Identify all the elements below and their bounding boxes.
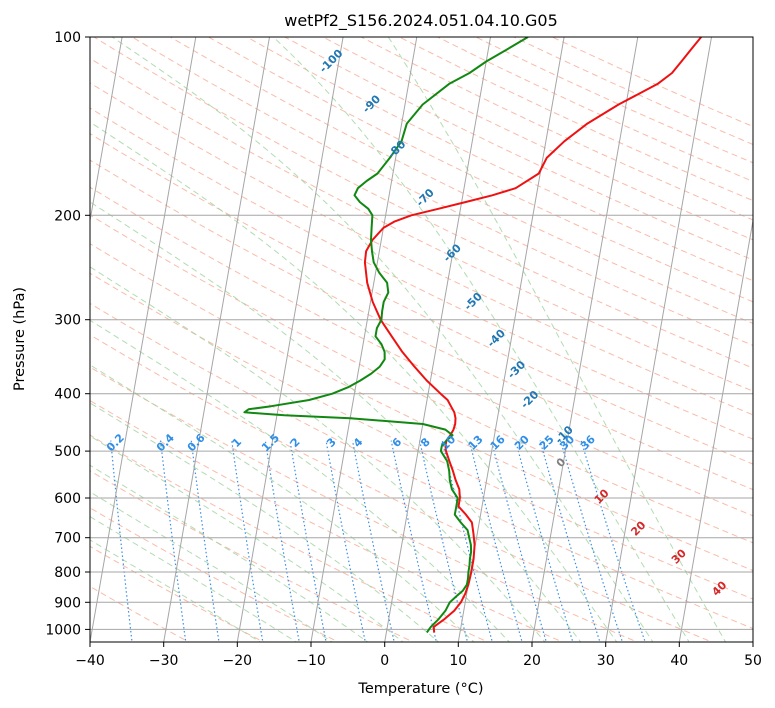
mixing-ratio-line <box>419 440 469 642</box>
mixing-ratio-line <box>264 440 300 642</box>
isotherm-line <box>752 639 753 642</box>
y-tick-label: 200 <box>54 208 81 224</box>
profile-lines <box>243 37 702 634</box>
x-tick-label: −40 <box>75 653 105 669</box>
mixing-ratio-line <box>539 440 601 642</box>
mixing-ratio-line <box>351 440 395 642</box>
temperature-profile-line <box>363 37 702 633</box>
mixing-ratio-lines <box>110 440 646 642</box>
isotherm-line <box>90 37 197 642</box>
dry-adiabat-line <box>399 37 753 202</box>
y-tick-label: 300 <box>54 313 81 329</box>
y-tick-label: 800 <box>54 565 81 581</box>
x-tick-label: 0 <box>380 653 389 669</box>
dry-adiabat-line <box>246 37 753 282</box>
dry-adiabat-line <box>437 37 753 183</box>
x-axis-label: Temperature (°C) <box>357 681 483 697</box>
dry-adiabat-line <box>208 37 753 303</box>
dewpoint-profile-line <box>243 37 529 634</box>
dry-adiabat-line <box>93 37 753 369</box>
isotherm-line <box>605 37 712 642</box>
dry-adiabat-line <box>90 133 753 465</box>
isotherm-line <box>384 37 491 642</box>
y-axis: 100 200 300 400 500 600 700 800 900 1000 <box>45 30 90 638</box>
y-tick-label: 400 <box>54 387 81 403</box>
y-axis-label: Pressure (hPa) <box>12 287 28 391</box>
isotherm-line <box>531 37 639 642</box>
dry-adiabat-line <box>90 107 753 440</box>
mixing-ratio-line <box>325 440 366 642</box>
isotherms <box>90 37 753 642</box>
dry-adiabat-line <box>90 366 639 642</box>
dry-adiabat-line <box>90 434 489 642</box>
y-tick-label: 100 <box>54 30 81 46</box>
y-tick-label: 600 <box>54 491 81 507</box>
y-tick-label: 1000 <box>45 622 81 638</box>
dry-adiabat-line <box>90 57 753 392</box>
mixing-ratio-line <box>441 440 493 642</box>
x-tick-label: 50 <box>744 653 762 669</box>
dry-adiabat-line <box>90 82 753 416</box>
chart-title: wetPf2_S156.2024.051.04.10.G05 <box>284 11 558 31</box>
plot-frame <box>89 36 754 643</box>
dry-adiabat-line <box>90 243 753 572</box>
x-tick-label: −10 <box>296 653 326 669</box>
isotherm-line <box>90 37 123 224</box>
x-tick-label: −20 <box>223 653 253 669</box>
x-tick-label: 40 <box>670 653 688 669</box>
y-tick-label: 500 <box>54 444 81 460</box>
plot-area: -100-90-80-70-60-50-40-30-20-100.1 0.2 0.4… <box>90 37 753 642</box>
x-tick-label: 30 <box>597 653 615 669</box>
x-tick-label: 20 <box>523 653 541 669</box>
mixing-ratio-line <box>289 440 327 642</box>
x-axis: −40 −30 −20 −10 0 10 20 30 40 50 <box>75 642 762 669</box>
dry-adiabat-line <box>90 334 714 642</box>
x-tick-label: −30 <box>149 653 179 669</box>
pressure-gridlines <box>90 37 753 630</box>
dry-adiabat-line <box>322 37 753 241</box>
y-tick-label: 700 <box>54 531 81 547</box>
isotherm-line <box>457 37 565 642</box>
mixing-ratio-line <box>515 440 574 642</box>
dry-adiabat-line <box>170 37 753 324</box>
dry-adiabat-line <box>475 37 753 164</box>
isotherm-line <box>236 37 344 642</box>
plot-background <box>90 37 753 642</box>
moist-adiabat-line <box>387 37 727 642</box>
dry-adiabat-line <box>131 37 753 346</box>
mixing-ratio-line <box>490 440 547 642</box>
isotherm-line <box>163 37 270 642</box>
isotherm-line <box>678 217 753 642</box>
x-tick-label: 10 <box>449 653 467 669</box>
mixing-ratio-line <box>390 440 438 642</box>
y-tick-label: 900 <box>54 595 81 611</box>
dry-adiabat-line <box>284 37 753 261</box>
isotherm-line <box>310 37 418 642</box>
moist-adiabat-line <box>272 37 690 642</box>
